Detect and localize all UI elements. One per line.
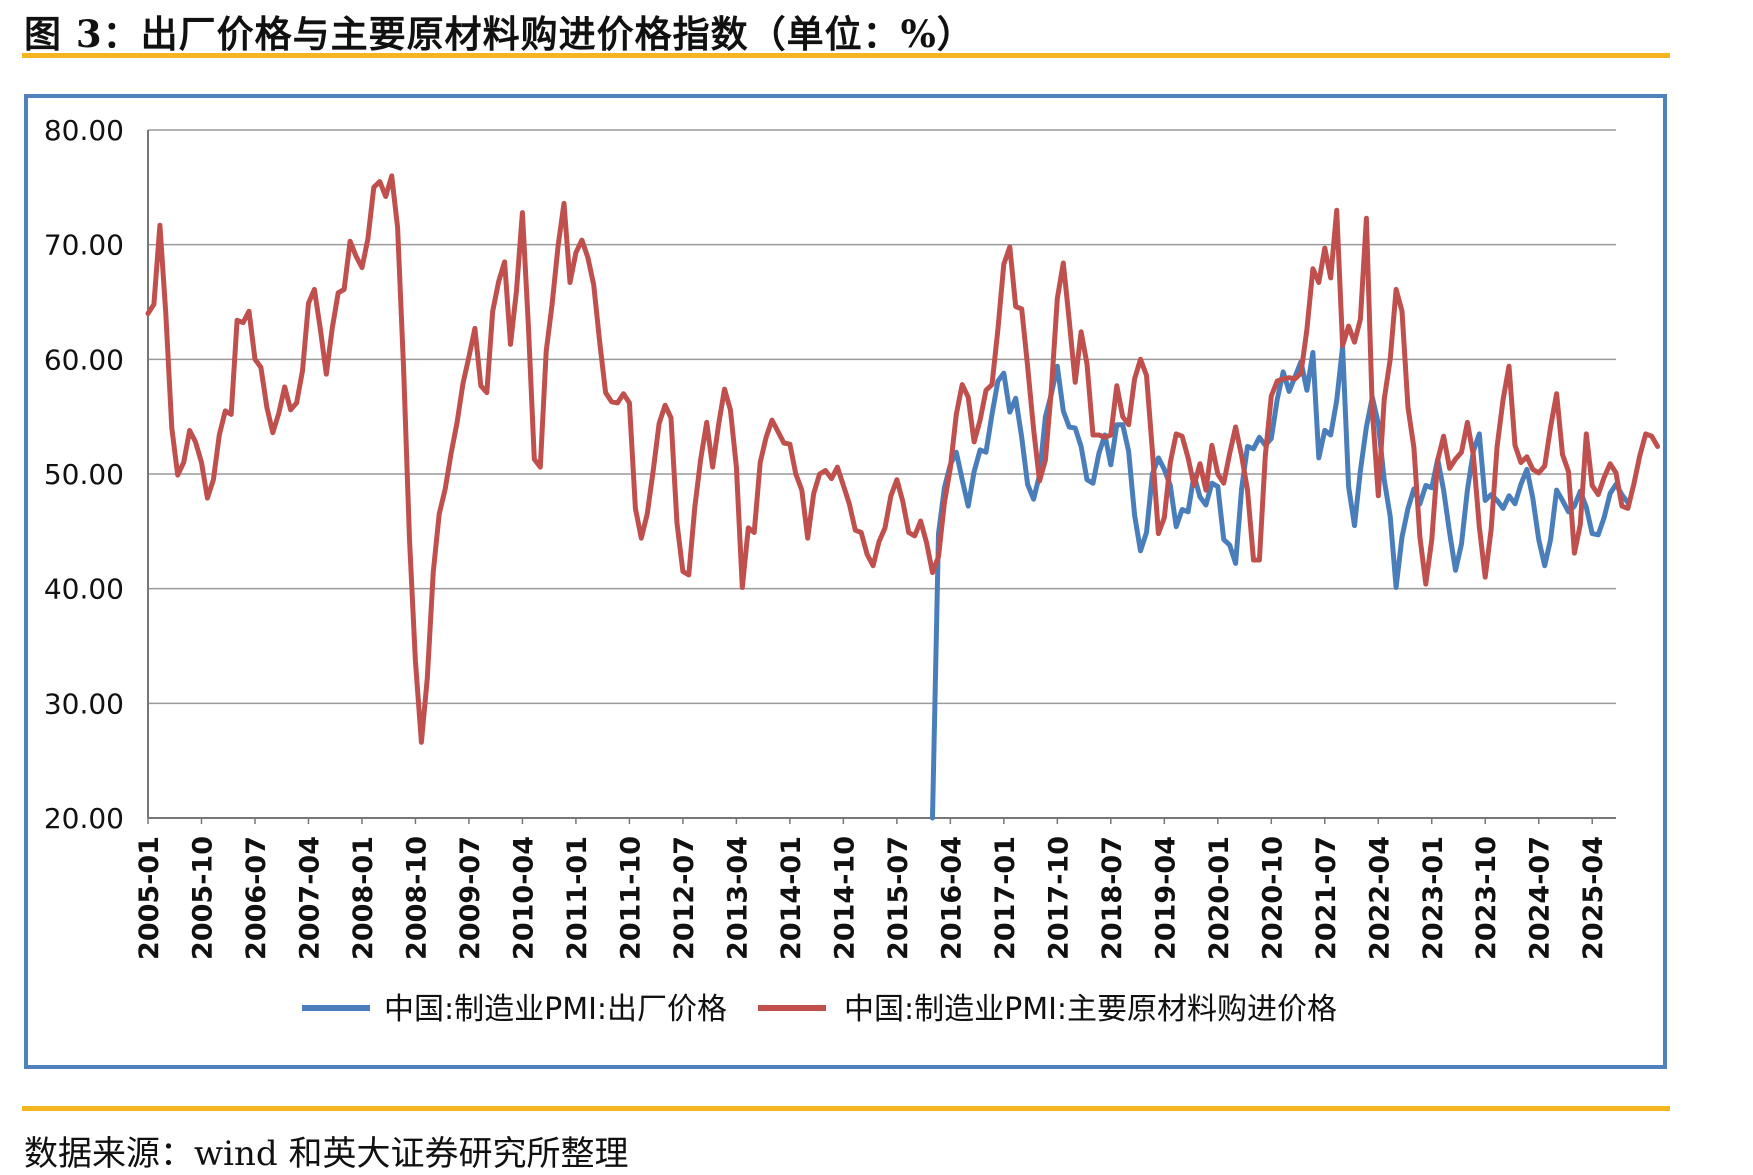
bottom-rule (22, 1106, 1670, 1111)
y-tick-label: 50.00 (44, 458, 124, 491)
top-rule (22, 53, 1670, 58)
x-axis: 2005-01 2005-10 2006-07 2007-04 2008-01 2008-… (134, 817, 1616, 960)
x-tick-label: 2017-10 (1043, 836, 1074, 960)
x-tick-label: 2005-10 (187, 836, 218, 960)
x-tick-label: 2009-07 (455, 836, 486, 960)
x-tick-label: 2020-01 (1204, 836, 1235, 960)
x-tick-label: 2018-07 (1097, 836, 1128, 960)
y-tick-label: 30.00 (44, 687, 124, 720)
x-tick-label: 2010-04 (508, 836, 539, 960)
legend-label-1: 中国:制造业PMI:出厂价格 (384, 992, 727, 1027)
x-tick-label: 2011-10 (615, 836, 646, 960)
x-tick-label: 2005-01 (134, 836, 165, 960)
x-tick-label: 2023-10 (1471, 836, 1502, 960)
x-tick-label: 2024-07 (1525, 836, 1556, 960)
x-tick-label: 2014-10 (829, 836, 860, 960)
chart-frame (24, 94, 1667, 1069)
x-tick-label: 2021-07 (1311, 836, 1342, 960)
x-tick-label: 2014-01 (776, 836, 807, 960)
series-lines (145, 173, 1661, 821)
y-tick-label: 60.00 (44, 343, 124, 376)
x-tick-label: 2017-01 (990, 836, 1021, 960)
y-tick-label: 40.00 (44, 573, 124, 606)
figure-title: 图 3：出厂价格与主要原材料购进价格指数（单位：%） (24, 12, 975, 56)
x-tick-label: 2011-01 (562, 836, 593, 960)
x-tick-label: 2006-07 (241, 836, 272, 960)
x-tick-label: 2007-04 (294, 836, 325, 960)
legend: 中国:制造业PMI:出厂价格 中国:制造业PMI:主要原材料购进价格 (302, 992, 1337, 1027)
x-tick-label: 2008-10 (401, 836, 432, 960)
y-axis: 80.00 70.00 60.00 50.00 40.00 30.00 20.00 (44, 114, 149, 835)
x-tick-label: 2016-04 (936, 836, 967, 960)
x-tick-label: 2019-04 (1150, 836, 1181, 960)
legend-label-2: 中国:制造业PMI:主要原材料购进价格 (844, 992, 1337, 1027)
x-tick-label: 2012-07 (669, 836, 700, 960)
x-tick-label: 2015-07 (883, 836, 914, 960)
x-tick-label: 2025-04 (1578, 836, 1609, 960)
x-tick-label: 2023-01 (1418, 836, 1449, 960)
x-tick-label: 2013-04 (722, 836, 753, 960)
series-line-2 (145, 173, 1661, 745)
x-tick-label: 2022-04 (1364, 836, 1395, 960)
source-note: 数据来源：wind 和英大证券研究所整理 (24, 1134, 629, 1174)
x-tick-label: 2020-10 (1257, 836, 1288, 960)
x-tick-label: 2008-01 (348, 836, 379, 960)
y-tick-label: 20.00 (44, 802, 124, 835)
y-tick-label: 80.00 (44, 114, 124, 147)
y-tick-label: 70.00 (44, 229, 124, 262)
series-line-1 (930, 344, 1631, 821)
